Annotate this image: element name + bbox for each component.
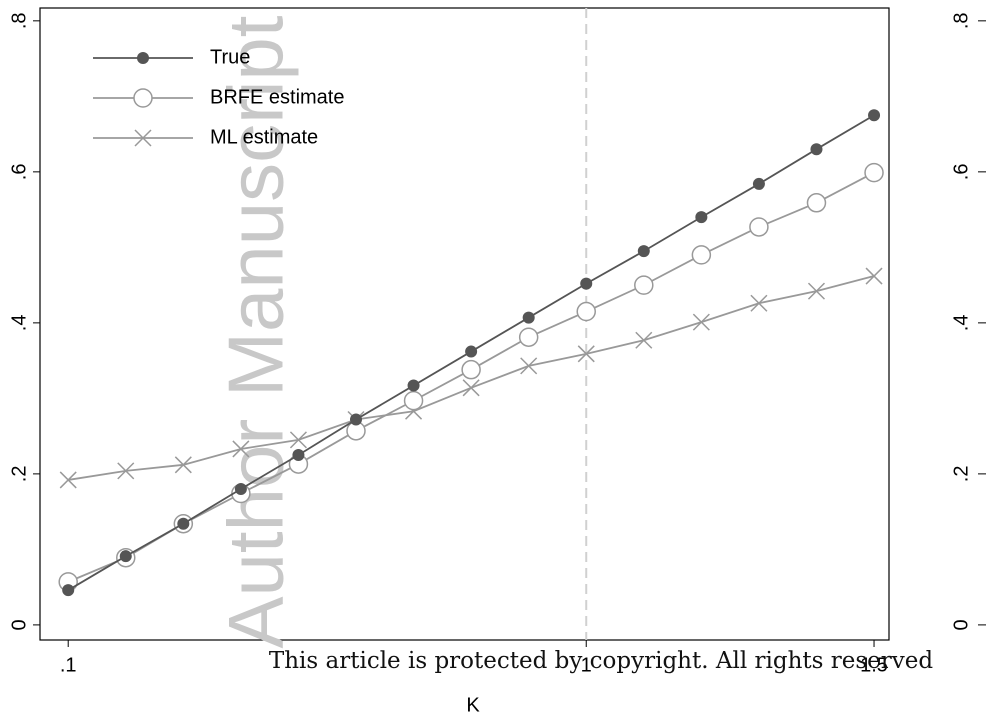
marker <box>518 327 539 347</box>
marker <box>691 245 712 265</box>
marker <box>350 413 363 426</box>
y-tick-label: .6 <box>8 164 30 181</box>
marker <box>749 217 769 237</box>
y-tick-label: .4 <box>950 315 972 332</box>
marker <box>234 482 247 495</box>
x-axis-title: K <box>466 694 480 716</box>
marker <box>520 357 538 375</box>
marker <box>810 143 823 156</box>
y-tick-label: 0 <box>950 619 972 630</box>
y-tick-label: .4 <box>8 315 30 332</box>
marker <box>750 294 768 312</box>
marker <box>289 431 307 449</box>
marker <box>752 177 765 190</box>
watermark: Author Manuscript <box>212 15 300 648</box>
marker <box>577 345 595 363</box>
marker <box>119 550 132 563</box>
marker <box>232 440 250 458</box>
marker <box>62 584 75 597</box>
marker <box>292 449 305 462</box>
marker <box>134 129 152 147</box>
marker <box>522 311 535 324</box>
marker <box>637 245 650 258</box>
footer-notice: This article is protected by copyright. … <box>269 648 933 674</box>
marker <box>635 331 653 349</box>
marker <box>59 471 77 489</box>
plot-frame <box>39 7 890 641</box>
marker <box>462 379 480 397</box>
y-tick-label: .2 <box>950 466 972 483</box>
marker <box>868 109 881 122</box>
marker <box>133 88 153 108</box>
y-tick-label: .2 <box>8 466 30 483</box>
marker <box>576 301 596 322</box>
marker <box>864 162 884 183</box>
x-tick-label: 1 <box>581 654 592 676</box>
legend-label: True <box>210 46 250 68</box>
marker <box>407 379 420 392</box>
legend-label: BRFE estimate <box>210 86 344 108</box>
marker <box>806 193 827 213</box>
x-tick-label: 1.5 <box>860 654 888 676</box>
y-tick-label: 0 <box>8 619 30 630</box>
y-tick-label: .8 <box>950 12 972 29</box>
y-tick-label: .8 <box>8 12 30 29</box>
x-tick-label: .1 <box>60 654 77 676</box>
marker <box>174 456 192 474</box>
marker <box>695 211 708 224</box>
marker <box>634 275 654 295</box>
marker <box>461 359 481 380</box>
y-tick-label: .6 <box>950 164 972 181</box>
marker <box>865 267 883 285</box>
legend-label: ML estimate <box>210 126 318 148</box>
marker <box>465 345 478 358</box>
marker <box>137 52 149 64</box>
marker <box>692 313 710 331</box>
marker <box>807 282 826 300</box>
marker <box>177 517 190 530</box>
marker <box>117 462 135 480</box>
marker <box>580 277 593 290</box>
marker <box>403 390 424 411</box>
